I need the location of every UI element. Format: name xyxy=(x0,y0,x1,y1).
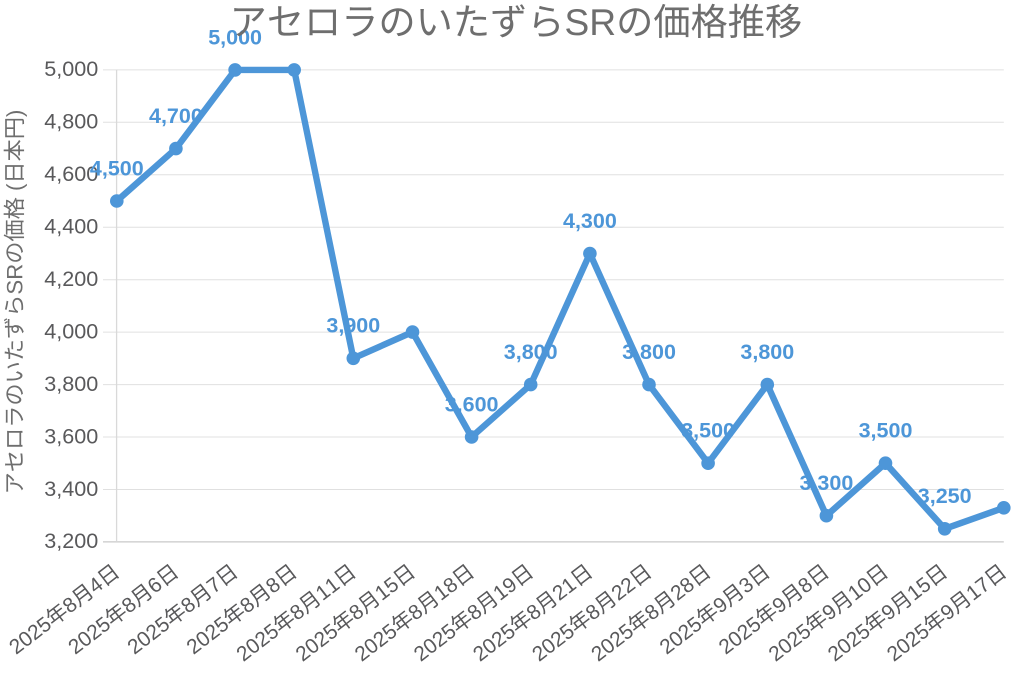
svg-text:5,000: 5,000 xyxy=(208,25,262,49)
svg-text:3,800: 3,800 xyxy=(44,371,98,396)
svg-text:3,400: 3,400 xyxy=(44,476,98,501)
svg-text:3,900: 3,900 xyxy=(326,314,380,338)
svg-text:4,500: 4,500 xyxy=(90,156,144,180)
svg-text:3,800: 3,800 xyxy=(740,340,794,364)
svg-text:4,000: 4,000 xyxy=(44,318,98,343)
svg-text:4,400: 4,400 xyxy=(44,214,98,239)
svg-text:3,200: 3,200 xyxy=(44,528,98,553)
svg-text:5,000: 5,000 xyxy=(44,56,98,81)
svg-text:4,600: 4,600 xyxy=(44,161,98,186)
svg-text:4,200: 4,200 xyxy=(44,266,98,291)
svg-text:3,500: 3,500 xyxy=(859,419,913,443)
svg-text:4,800: 4,800 xyxy=(44,109,98,134)
svg-text:3,600: 3,600 xyxy=(44,423,98,448)
svg-text:4,300: 4,300 xyxy=(563,209,617,233)
